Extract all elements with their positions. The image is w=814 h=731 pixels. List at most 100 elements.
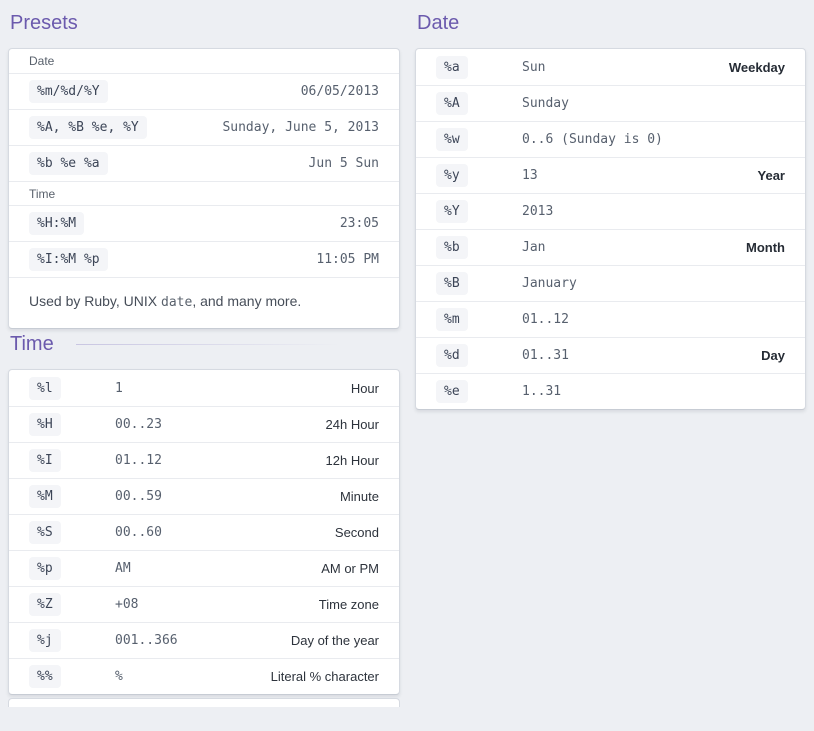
presets-subheader-date: Date [9, 49, 399, 73]
spec-row: %b Jan Month [416, 229, 805, 265]
format-code-chip: %y [436, 164, 468, 187]
presets-subheader-date-label: Date [29, 54, 55, 68]
format-example: 01..12 [115, 453, 162, 468]
format-code-chip: %b %e %a [29, 152, 108, 175]
format-example: 00..23 [115, 417, 162, 432]
format-example: 1..31 [522, 384, 562, 399]
format-code-chip: %I [29, 449, 61, 472]
preset-value: Jun 5 Sun [308, 156, 379, 171]
preset-row: %H:%M 23:05 [9, 205, 399, 241]
time-heading-text: Time [10, 333, 54, 355]
presets-subheader-time: Time [9, 181, 399, 205]
presets-footer: Used by Ruby, UNIX date, and many more. [9, 277, 399, 328]
format-code-chip: %p [29, 557, 61, 580]
preset-value: Sunday, June 5, 2013 [222, 120, 379, 135]
left-column: Presets Date %m/%d/%Y 06/05/2013 %A, %B … [8, 8, 400, 707]
preset-value: 23:05 [339, 216, 379, 231]
format-code-chip: %% [29, 665, 61, 688]
format-category-label: Day [761, 348, 785, 363]
format-example: Sunday [522, 96, 569, 111]
spec-row: %Y 2013 [416, 193, 805, 229]
format-label: Day of the year [290, 633, 379, 648]
format-code-chip: %H:%M [29, 212, 85, 235]
right-column: Date %a Sun Weekday %A Sunday %w 0..6 (S… [415, 8, 806, 410]
format-category-label: Month [746, 240, 785, 255]
format-example: 1 [115, 380, 123, 396]
format-label: Minute [339, 489, 379, 504]
presets-subheader-time-label: Time [29, 186, 56, 201]
format-label: Literal % character [270, 669, 379, 684]
spec-row: %w 0..6 (Sunday is 0) [416, 121, 805, 157]
format-code-chip: %m/%d/%Y [29, 80, 108, 103]
format-example: 00..60 [115, 525, 162, 540]
presets-footer-text-before: Used by Ruby, UNIX [29, 293, 162, 309]
presets-heading: Presets [10, 11, 400, 35]
spec-row: %Z +08 Time zone [9, 586, 399, 622]
spec-row: %y 13 Year [416, 157, 805, 193]
spec-row: %l 1 Hour [9, 370, 399, 406]
spec-row: %I 01..12 12h Hour [9, 442, 399, 478]
spec-row: %H 00..23 24h Hour [9, 406, 399, 442]
format-code-chip: %e [436, 380, 468, 403]
date-command-code: date [161, 295, 193, 310]
page: Presets Date %m/%d/%Y 06/05/2013 %A, %B … [8, 8, 806, 707]
format-code-chip: %m [436, 308, 468, 331]
preset-row: %A, %B %e, %Y Sunday, June 5, 2013 [9, 109, 399, 145]
format-label: Time zone [318, 597, 379, 612]
format-example: AM [115, 561, 131, 576]
spec-row: %a Sun Weekday [416, 49, 805, 85]
spec-row: %S 00..60 Second [9, 514, 399, 550]
format-label: AM or PM [321, 561, 379, 576]
heading-rule [75, 343, 370, 345]
format-label: 24h Hour [325, 417, 379, 432]
format-code-chip: %a [436, 55, 468, 79]
format-example: +08 [115, 597, 139, 612]
spec-row: %% % Literal % character [9, 658, 399, 694]
format-code-chip: %A, %B %e, %Y [29, 116, 147, 139]
format-example: 01..12 [522, 312, 569, 327]
spec-row: %e 1..31 [416, 373, 805, 409]
spec-row: %m 01..12 [416, 301, 805, 337]
presets-card: Date %m/%d/%Y 06/05/2013 %A, %B %e, %Y S… [8, 48, 400, 329]
date-heading-text: Date [417, 12, 460, 34]
format-code-chip: %S [29, 521, 61, 544]
format-example: Sun [522, 59, 546, 75]
format-code-chip: %I:%M %p [29, 248, 108, 271]
format-example: Jan [522, 240, 546, 255]
format-label: 12h Hour [325, 453, 379, 468]
presets-heading-text: Presets [10, 12, 78, 34]
preset-value: 06/05/2013 [300, 84, 379, 99]
spec-row: %j 001..366 Day of the year [9, 622, 399, 658]
format-label: Hour [350, 380, 379, 396]
format-code-chip: %Z [29, 593, 61, 616]
format-code-chip: %d [436, 344, 468, 367]
format-code-chip: %M [29, 485, 61, 508]
format-code-chip: %B [436, 272, 468, 295]
format-code-chip: %w [436, 128, 468, 151]
format-label: Second [334, 525, 379, 540]
format-code-chip: %j [29, 629, 61, 652]
format-category-label: Year [757, 168, 785, 183]
format-code-chip: %b [436, 236, 468, 259]
format-code-chip: %Y [436, 200, 468, 223]
spec-row: %B January [416, 265, 805, 301]
format-example: 001..366 [115, 633, 178, 648]
spec-row: %d 01..31 Day [416, 337, 805, 373]
format-example: 2013 [522, 204, 554, 219]
format-code-chip: %l [29, 376, 61, 400]
format-code-chip: %H [29, 413, 61, 436]
format-example: 13 [522, 168, 538, 183]
format-category-label: Weekday [728, 59, 785, 75]
format-example: 01..31 [522, 348, 569, 363]
preset-row: %b %e %a Jun 5 Sun [9, 145, 399, 181]
presets-footer-text-after: , and many more. [192, 293, 302, 309]
date-table-card: %a Sun Weekday %A Sunday %w 0..6 (Sunday… [415, 48, 806, 410]
time-table-card: %l 1 Hour %H 00..23 24h Hour %I 01..12 1… [8, 369, 400, 695]
preset-row: %I:%M %p 11:05 PM [9, 241, 399, 277]
format-example: 00..59 [115, 489, 162, 504]
spec-row: %M 00..59 Minute [9, 478, 399, 514]
format-code-chip: %A [436, 92, 468, 115]
preset-row: %m/%d/%Y 06/05/2013 [9, 73, 399, 109]
next-card-partial [8, 698, 400, 707]
preset-value: 11:05 PM [316, 252, 379, 267]
